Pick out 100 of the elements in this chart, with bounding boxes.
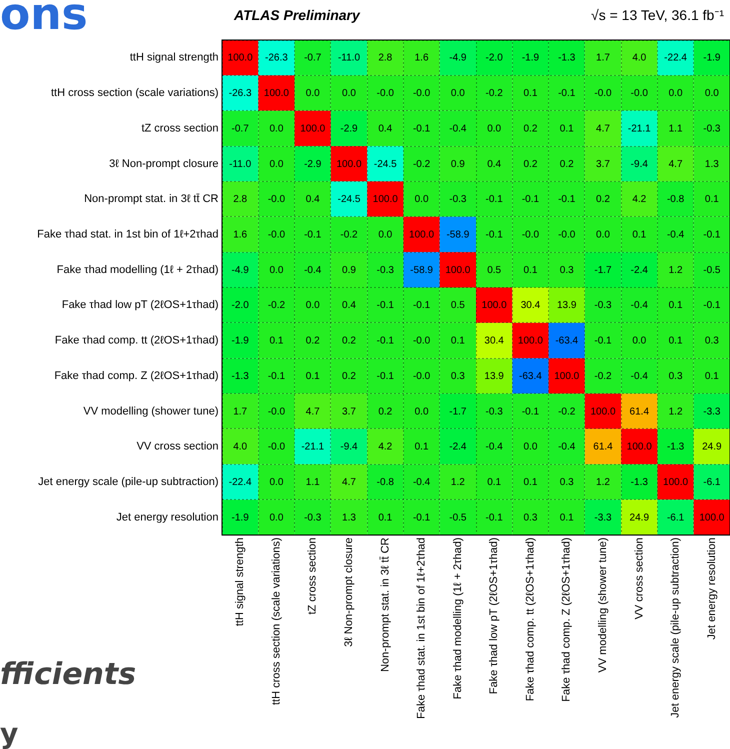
data-label: -0.4 [449,123,467,134]
data-label: 0.1 [306,370,320,382]
data-label: -0.1 [412,300,431,312]
data-label: -22.4 [228,476,252,488]
data-label: 0.1 [560,123,574,134]
data-label: -0.0 [522,229,540,240]
data-label: -0.0 [268,229,286,240]
data-label: -0.1 [594,336,612,347]
data-label: -1.9 [522,52,540,64]
data-label: 4.7 [668,158,683,170]
data-label: -0.0 [412,88,431,100]
data-label: -0.1 [376,370,394,382]
data-label: -63.4 [555,336,579,347]
data-label: -1.3 [666,442,685,453]
data-label: 61.4 [630,406,650,418]
data-label: -1.3 [232,370,250,382]
data-label: -0.0 [630,88,648,100]
data-label: 0.3 [560,476,574,488]
data-label: 0.0 [269,158,284,170]
data-label: -0.4 [666,229,685,240]
data-label: -3.3 [594,512,612,524]
data-label: 0.0 [269,512,284,524]
data-label: 4.7 [306,406,320,418]
data-label: 100.0 [300,123,326,134]
text: fficients [0,657,136,692]
data-label: 13.9 [556,300,577,312]
text: y [0,717,18,749]
data-label: -0.5 [703,264,721,276]
data-label: 0.2 [306,336,320,347]
data-label: -63.4 [519,370,542,382]
data-label: 0.1 [450,336,466,347]
data-label: -0.1 [703,229,721,240]
data-label: -0.0 [268,442,286,453]
y-tick-label: Fake τhad low pT (2ℓOS+1τhad) [62,299,218,312]
text: ons [0,0,88,40]
data-label: 0.0 [487,123,502,134]
data-label: 0.1 [269,336,284,347]
data-label: -2.0 [232,300,250,312]
y-tick-label: Non-prompt stat. in 3ℓ tt̄ CR [84,192,219,206]
data-label: 0.1 [668,300,683,312]
data-label: 0.4 [487,158,502,170]
data-label: 0.5 [450,300,466,312]
data-label: -3.3 [703,406,721,418]
data-label: -2.4 [449,442,467,453]
data-label: 0.1 [704,370,720,382]
x-tick-label: VV cross section [633,538,646,620]
data-label: 0.0 [414,194,429,206]
data-label: 0.1 [487,476,502,488]
data-label: 0.0 [269,264,284,276]
data-label: -0.1 [703,300,721,312]
data-label: 0.5 [487,264,502,276]
data-label: 0.0 [450,88,466,100]
data-label: -21.1 [301,442,325,453]
data-label: 0.1 [523,264,538,276]
data-label: 3.7 [342,406,356,418]
data-label: -2.0 [486,52,504,64]
data-label: 0.0 [269,123,284,134]
data-label: 0.0 [596,229,610,240]
data-label: 1.2 [668,406,683,418]
data-label: -0.5 [449,512,467,524]
data-label: -0.4 [304,264,322,276]
data-label: 100.0 [663,476,689,488]
data-label: -0.3 [376,264,394,276]
data-label: 100.0 [626,442,652,453]
x-tick-label: VV modelling (shower tune) [597,538,609,673]
data-label: -0.0 [376,88,394,100]
data-label: -11.0 [229,158,252,170]
data-label: 0.1 [668,336,683,347]
data-label: 1.3 [704,158,720,170]
data-label: 100.0 [482,300,508,312]
data-label: -0.1 [412,123,431,134]
chart-subtitle: √s = 13 TeV, 36.1 fb⁻¹ [591,7,724,23]
data-label: 1.7 [233,406,248,418]
data-label: -2.4 [630,264,648,276]
data-label: -0.0 [412,370,431,382]
data-label: -0.7 [304,52,322,64]
data-label: 100.0 [445,264,471,276]
data-label: 2.8 [233,194,248,206]
data-label: 0.0 [704,88,720,100]
data-label: 4.2 [632,194,647,206]
data-label: -0.1 [558,88,576,100]
data-label: 24.9 [630,512,650,524]
data-label: -0.2 [268,300,286,312]
x-tick-label: Fake τhad low pT (2ℓOS+1τhad) [488,538,500,694]
data-label: -6.1 [703,476,721,488]
data-label: 4.7 [596,123,610,134]
data-label: 1.1 [668,123,683,134]
x-tick-label: tZ cross section [306,538,319,615]
data-label: -0.4 [486,442,504,453]
data-label: -0.4 [630,300,648,312]
data-label: 100.0 [518,336,544,347]
data-label: 1.6 [233,229,248,240]
data-label: 0.3 [704,336,720,347]
data-label: -1.3 [558,52,576,64]
data-label: -0.1 [268,370,286,382]
data-label: 3.7 [596,158,610,170]
data-label: -1.9 [232,336,250,347]
data-label: -1.7 [449,406,467,418]
data-label: 0.1 [632,229,647,240]
data-label: 1.2 [596,476,610,488]
